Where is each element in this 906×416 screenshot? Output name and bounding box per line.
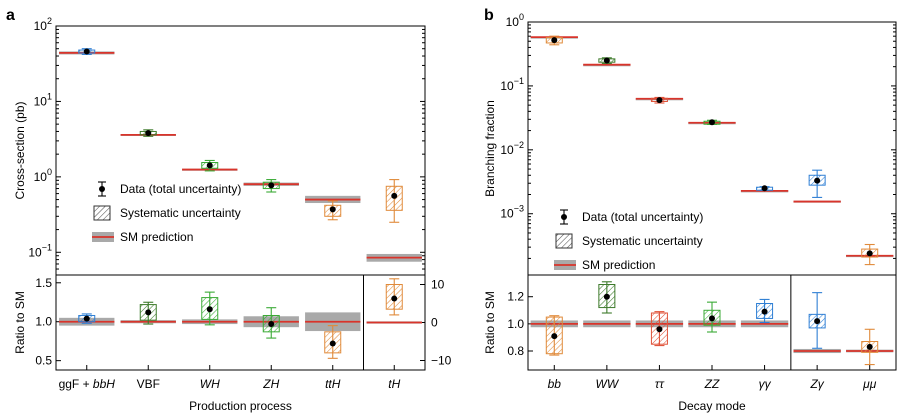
- data-point: [709, 315, 715, 322]
- x-axis-label: Decay mode: [678, 399, 746, 413]
- y-axis-label: Cross-section (pb): [13, 101, 27, 199]
- data-point: [206, 162, 213, 169]
- y-tick-label: 10−1: [500, 76, 524, 93]
- ratio-tick-label: 1.0: [507, 317, 524, 331]
- x-tick-label: μμ: [862, 377, 877, 391]
- legend-syst-box: [555, 233, 573, 249]
- ratio-axis-label: Ratio to SM: [483, 291, 497, 354]
- x-tick-label: ggF + bbH: [59, 377, 116, 391]
- legend: Data (total uncertainty) Systematic uncer…: [554, 209, 703, 272]
- panel-label: a: [6, 7, 15, 24]
- data-point: [656, 326, 663, 333]
- ratio-tick-label: 1.2: [507, 290, 524, 304]
- x-tick-label: ττ: [655, 377, 665, 391]
- data-point: [603, 293, 610, 300]
- data-point: [391, 192, 398, 199]
- legend-label: SM prediction: [120, 230, 193, 244]
- data-point: [391, 295, 398, 302]
- y-tick-label: 10−1: [28, 242, 52, 259]
- data-point: [268, 321, 275, 328]
- y-tick-label: 101: [34, 91, 52, 108]
- ratio-tick-label: 0.8: [507, 344, 524, 358]
- data-point: [761, 185, 768, 192]
- x-tick-label: ZZ: [704, 377, 720, 391]
- data-point: [761, 308, 768, 315]
- legend-syst-box: [93, 205, 111, 221]
- x-tick-label: WW: [596, 377, 620, 391]
- data-point: [814, 177, 821, 184]
- legend-label: Data (total uncertainty): [582, 210, 703, 224]
- data-point: [145, 130, 152, 137]
- x-tick-label: bb: [548, 377, 562, 391]
- data-point: [709, 119, 715, 126]
- panel-b-chart: b Branching fraction Ratio to SM 10−3 10−2 10…: [483, 7, 897, 413]
- data-point: [814, 318, 821, 325]
- x-axis-label: Production process: [189, 399, 292, 413]
- x-tick-label: tH: [388, 377, 400, 391]
- data-point: [866, 250, 873, 257]
- data-point: [268, 182, 275, 189]
- data-point: [206, 306, 213, 313]
- y-tick-label: 100: [34, 167, 52, 184]
- y-tick-label: 102: [34, 16, 52, 33]
- y-axis-label: Branching fraction: [483, 100, 497, 197]
- legend-label: Systematic uncertainty: [582, 234, 703, 248]
- data-point: [551, 333, 558, 340]
- data-point: [866, 343, 873, 350]
- legend-label: Systematic uncertainty: [120, 206, 241, 220]
- data-point: [83, 315, 90, 322]
- right-axis-tick-label: −10: [431, 354, 452, 368]
- ratio-tick-label: 1.5: [35, 276, 52, 290]
- ratio-axis-label: Ratio to SM: [13, 291, 27, 354]
- data-point: [603, 57, 610, 64]
- data-point: [83, 48, 90, 55]
- x-tick-label: WH: [200, 377, 220, 391]
- legend-label: SM prediction: [582, 258, 655, 272]
- x-tick-label: Zγ: [809, 377, 824, 391]
- x-tick-label: ZH: [262, 377, 279, 391]
- y-tick-label: 10−3: [500, 204, 524, 221]
- data-point: [329, 206, 336, 213]
- legend-data-point: [561, 214, 567, 220]
- right-axis-tick-label: 10: [431, 278, 445, 292]
- legend-data-point: [99, 186, 105, 192]
- legend: Data (total uncertainty) Systematic uncer…: [92, 181, 241, 244]
- panel-label: b: [484, 7, 494, 24]
- x-tick-label: ttH: [325, 377, 341, 391]
- data-point: [329, 340, 336, 347]
- legend-label: Data (total uncertainty): [120, 182, 241, 196]
- right-axis-tick-label: 0: [431, 316, 438, 330]
- x-tick-label: γγ: [759, 377, 772, 391]
- x-tick-label: VBF: [137, 377, 160, 391]
- data-point: [145, 309, 152, 316]
- ratio-tick-label: 0.5: [35, 354, 52, 368]
- y-tick-label: 100: [506, 12, 524, 29]
- y-tick-label: 10−2: [500, 140, 524, 157]
- data-point: [656, 97, 663, 104]
- ratio-tick-label: 1.0: [35, 315, 52, 329]
- data-point: [551, 37, 558, 44]
